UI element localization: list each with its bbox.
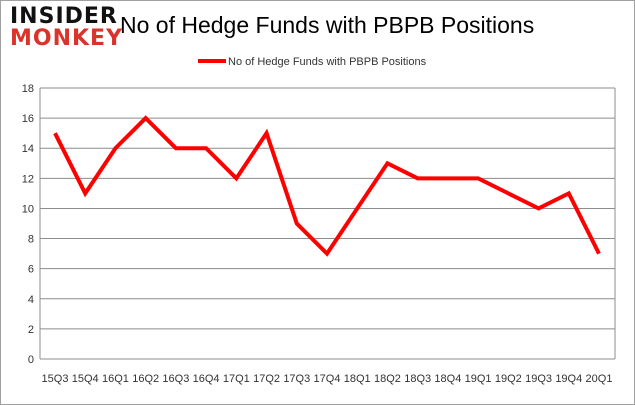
y-tick-label: 2 (28, 324, 34, 336)
chart-title: No of Hedge Funds with PBPB Positions (120, 12, 535, 38)
x-tick-label: 19Q1 (465, 373, 492, 385)
x-tick-label: 18Q3 (404, 373, 431, 385)
y-tick-label: 10 (22, 203, 34, 215)
legend-label: No of Hedge Funds with PBPB Positions (228, 56, 427, 68)
legend: No of Hedge Funds with PBPB Positions (198, 56, 427, 68)
x-tick-label: 18Q2 (374, 373, 401, 385)
logo-line1: INSIDER (10, 4, 118, 29)
y-tick-label: 14 (22, 143, 34, 155)
x-tick-label: 16Q4 (193, 373, 220, 385)
logo-line2: MONKEY (10, 26, 124, 51)
x-tick-label: 17Q2 (253, 373, 280, 385)
x-tick-label: 16Q1 (102, 373, 129, 385)
x-tick-label: 15Q3 (42, 373, 69, 385)
x-tick-label: 18Q4 (434, 373, 461, 385)
x-tick-label: 19Q2 (495, 373, 522, 385)
x-tick-label: 17Q4 (314, 373, 341, 385)
x-tick-label: 19Q3 (525, 373, 552, 385)
y-tick-label: 16 (22, 113, 34, 125)
y-tick-label: 6 (28, 264, 34, 276)
y-tick-label: 4 (28, 294, 34, 306)
x-tick-label: 15Q4 (72, 373, 99, 385)
x-tick-label: 17Q1 (223, 373, 250, 385)
x-tick-label: 19Q4 (555, 373, 582, 385)
x-tick-label: 16Q3 (162, 373, 189, 385)
x-tick-label: 17Q3 (283, 373, 310, 385)
y-tick-label: 12 (22, 173, 34, 185)
x-tick-label: 16Q2 (132, 373, 159, 385)
x-tick-label: 18Q1 (344, 373, 371, 385)
y-tick-label: 18 (22, 83, 34, 95)
y-tick-label: 8 (28, 234, 34, 246)
x-tick-label: 20Q1 (586, 373, 613, 385)
y-tick-label: 0 (28, 354, 34, 366)
insider-monkey-logo: INSIDER MONKEY (10, 6, 123, 50)
series-line (53, 115, 601, 257)
